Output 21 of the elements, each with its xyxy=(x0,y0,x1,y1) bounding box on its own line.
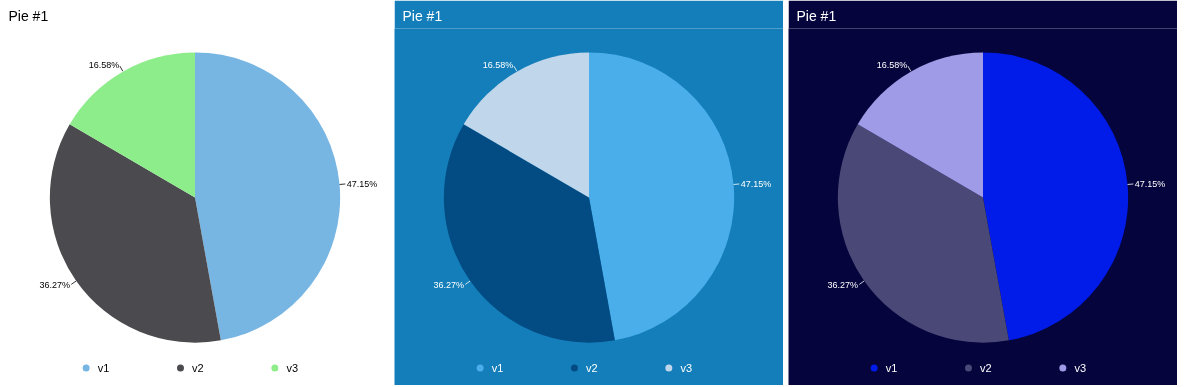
data-label: 47.15% xyxy=(346,178,378,189)
chart-title: Pie #1 xyxy=(402,7,443,24)
legend-label: v3 xyxy=(1074,362,1087,375)
legend-label: v1 xyxy=(885,362,898,375)
legend-label: v2 xyxy=(586,362,598,375)
chart-title: Pie #1 xyxy=(8,7,49,24)
legend-label: v1 xyxy=(97,362,110,375)
legend-label: v2 xyxy=(192,362,204,375)
legend-label: v1 xyxy=(491,362,504,375)
data-label: 36.27% xyxy=(433,280,465,291)
legend-label: v2 xyxy=(980,362,992,375)
legend-label: v3 xyxy=(286,362,299,375)
data-label: 16.58% xyxy=(88,59,120,70)
data-label: 16.58% xyxy=(876,59,908,70)
data-label: 36.27% xyxy=(827,280,859,291)
legend-label: v3 xyxy=(680,362,693,375)
data-label: 16.58% xyxy=(482,59,514,70)
chart-title: Pie #1 xyxy=(796,7,837,24)
data-label: 47.15% xyxy=(740,178,772,189)
data-label: 36.27% xyxy=(39,280,71,291)
data-label: 47.15% xyxy=(1134,178,1166,189)
